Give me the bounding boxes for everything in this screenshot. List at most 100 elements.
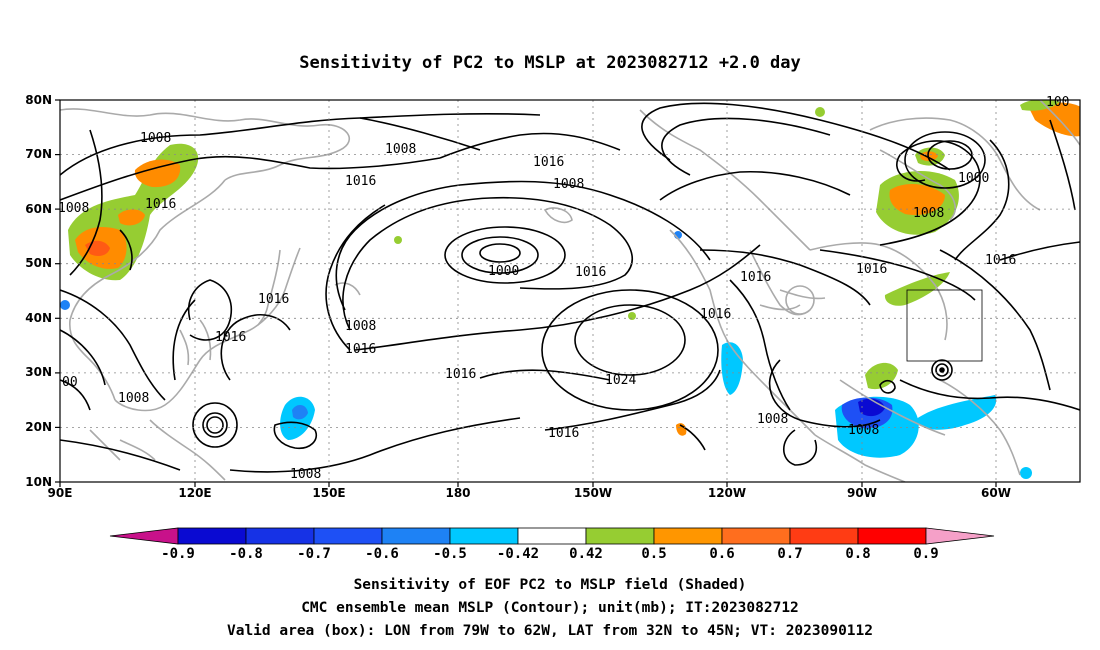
contour-label: 1008 xyxy=(345,319,376,334)
mslp-contours xyxy=(60,102,1080,473)
colorbar-segment xyxy=(449,527,519,545)
contour-label: 1000 xyxy=(488,264,519,279)
colorbar-tick-label: -0.5 xyxy=(433,546,467,562)
shade-green-small-1 xyxy=(628,312,636,320)
lat-label: 20N xyxy=(25,420,52,434)
colorbar-tick-label: 0.7 xyxy=(777,546,802,562)
lat-axis-labels: 80N 70N 60N 50N 40N 30N 20N 10N xyxy=(25,93,52,489)
shade-green-greenland xyxy=(1020,100,1060,111)
shade-orange-greenland xyxy=(1030,102,1080,137)
contour-label: 1016 xyxy=(345,342,376,357)
coastlines xyxy=(60,100,1080,482)
shade-green-gulf xyxy=(865,362,898,390)
figure-title: Sensitivity of PC2 to MSLP at 2023082712… xyxy=(299,53,801,73)
colorbar-tick-label: -0.8 xyxy=(229,546,263,562)
contour-label: 1008 xyxy=(848,423,879,438)
shade-green-atlantic xyxy=(884,272,950,306)
contour-label: 1008 xyxy=(757,412,788,427)
lat-label: 40N xyxy=(25,311,52,325)
shade-orange-canada xyxy=(889,183,945,216)
lat-label: 70N xyxy=(25,147,52,161)
lat-label: 80N xyxy=(25,93,52,107)
colorbar-tick-label: -0.42 xyxy=(497,546,539,562)
colorbar-right-arrow xyxy=(925,527,995,545)
colorbar xyxy=(109,527,995,545)
valid-area-box xyxy=(906,289,983,362)
contour-label: 1016 xyxy=(215,330,246,345)
lat-lon-gridlines xyxy=(60,100,1080,482)
contour-label: 1008 xyxy=(118,391,149,406)
shade-orange-hudson xyxy=(920,151,938,161)
lat-label: 30N xyxy=(25,365,52,379)
colorbar-tick-label: -0.7 xyxy=(297,546,331,562)
colorbar-tick-labels: -0.9 -0.8 -0.7 -0.6 -0.5 -0.42 0.42 0.5 0.6 0.7 0.… xyxy=(161,546,939,562)
colorbar-segment xyxy=(789,527,859,545)
contour-label: 1016 xyxy=(985,253,1016,268)
contour-label: 1008 xyxy=(140,131,171,146)
contour-label: 1016 xyxy=(533,155,564,170)
contour-label: 00 xyxy=(62,375,78,390)
lon-label: 60W xyxy=(981,486,1011,500)
colorbar-tick-label: 0.42 xyxy=(569,546,603,562)
colorbar-tick-label: 0.5 xyxy=(641,546,666,562)
colorbar-tick-label: -0.6 xyxy=(365,546,399,562)
shade-orange-asia-mid xyxy=(118,209,145,226)
contour-label: 1016 xyxy=(740,270,771,285)
contour-labels: 1008 1008 1016 1016 1016 1008 1016 1016 … xyxy=(58,95,1069,482)
contour-label: 1016 xyxy=(258,292,289,307)
shade-green-small-2 xyxy=(394,236,402,244)
map-panel: 80N 70N 60N 50N 40N 30N 20N 10N 90E 120E… xyxy=(25,93,1081,500)
lat-label: 50N xyxy=(25,256,52,270)
contour-label: 100 xyxy=(1046,95,1069,110)
contour-label: 1016 xyxy=(700,307,731,322)
lat-label: 10N xyxy=(25,475,52,489)
lon-label: 120E xyxy=(178,486,211,500)
contour-label: 1024 xyxy=(605,373,636,388)
lon-label: 90E xyxy=(48,486,73,500)
shade-cyan-small-1 xyxy=(1020,467,1032,479)
contour-label: 1008 xyxy=(385,142,416,157)
lon-label: 150W xyxy=(574,486,612,500)
contour-label: 1000 xyxy=(958,171,989,186)
shade-green-small-3 xyxy=(815,107,825,117)
lon-label: 90W xyxy=(847,486,877,500)
lon-label: 150E xyxy=(312,486,345,500)
caption-line-1: Sensitivity of EOF PC2 to MSLP field (Sh… xyxy=(354,577,747,593)
contour-label: 1008 xyxy=(290,467,321,482)
colorbar-segment xyxy=(653,527,723,545)
contour-label: 1008 xyxy=(553,177,584,192)
caption-line-2: CMC ensemble mean MSLP (Contour); unit(m… xyxy=(301,600,799,616)
contour-label: 1016 xyxy=(548,426,579,441)
contour-label: 1016 xyxy=(345,174,376,189)
colorbar-segment xyxy=(245,527,315,545)
map-frame xyxy=(59,99,1081,483)
colorbar-segment xyxy=(585,527,655,545)
colorbar-tick-label: 0.9 xyxy=(913,546,938,562)
contour-label: 1016 xyxy=(445,367,476,382)
lon-axis-labels: 90E 120E 150E 180 150W 120W 90W 60W xyxy=(48,486,1011,500)
colorbar-tick-label: -0.9 xyxy=(161,546,195,562)
contour-label: 1008 xyxy=(58,201,89,216)
contour-label: 1016 xyxy=(145,197,176,212)
colorbar-segment xyxy=(177,527,247,545)
colorbar-left-arrow xyxy=(109,527,179,545)
colorbar-segment xyxy=(381,527,451,545)
colorbar-segment xyxy=(721,527,791,545)
lat-label: 60N xyxy=(25,202,52,216)
shade-orange-asia-north xyxy=(134,159,181,188)
colorbar-segment xyxy=(313,527,383,545)
colorbar-tick-label: 0.6 xyxy=(709,546,734,562)
caption-line-3: Valid area (box): LON from 79W to 62W, L… xyxy=(227,623,873,639)
axis-ticks xyxy=(55,99,997,487)
contour-label: 1016 xyxy=(856,262,887,277)
lon-label: 120W xyxy=(708,486,746,500)
contour-label: 1008 xyxy=(913,206,944,221)
contour-label: 1016 xyxy=(575,265,606,280)
colorbar-segment xyxy=(857,527,927,545)
colorbar-tick-label: 0.8 xyxy=(845,546,870,562)
shade-cyan-mexico xyxy=(721,342,743,395)
shade-blue-pacific-west xyxy=(292,404,308,420)
figure-caption: Sensitivity of EOF PC2 to MSLP field (Sh… xyxy=(227,577,873,639)
shade-cyan-small-2 xyxy=(60,300,70,310)
